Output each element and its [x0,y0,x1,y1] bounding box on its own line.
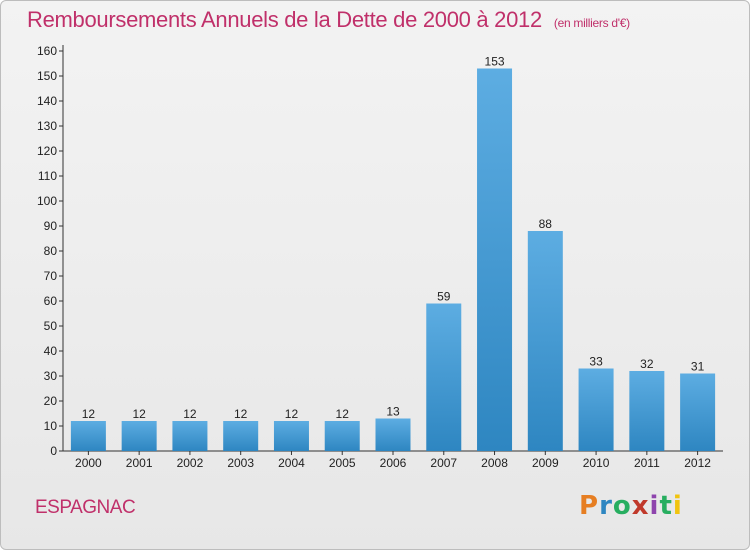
logo-letter: x [631,491,650,521]
y-tick-label: 100 [37,194,57,208]
y-tick-label: 70 [44,269,58,283]
x-tick-label: 2009 [532,456,559,470]
y-tick-label: 60 [44,294,58,308]
y-tick-label: 160 [37,44,57,58]
bar-value-label: 31 [691,360,705,374]
bar-value-label: 32 [640,357,654,371]
y-tick-label: 130 [37,119,57,133]
bar-2011 [629,371,665,451]
bar-value-label: 153 [485,55,505,69]
bar-value-label: 12 [82,407,96,421]
chart-title: Remboursements Annuels de la Dette de 20… [27,7,630,33]
logo-letter: i [649,491,660,521]
y-tick-label: 40 [44,344,58,358]
x-tick-label: 2011 [634,456,660,470]
y-tick-label: 120 [37,144,57,158]
bar-2008 [477,68,513,451]
bar-2005 [324,421,360,451]
y-tick-label: 80 [44,244,58,258]
x-tick-label: 2010 [583,456,610,470]
y-tick-label: 90 [44,219,58,233]
bar-2000 [70,421,106,451]
bar-2006 [375,418,411,451]
logo-letter: t [659,491,673,521]
y-tick-label: 0 [50,444,57,458]
x-tick-label: 2005 [329,456,356,470]
logo-letter: r [599,491,613,521]
bar-2003 [223,421,259,451]
logo-letter: o [612,491,632,521]
bar-2007 [426,303,462,451]
logo-letter: P [579,491,600,521]
proxiti-logo: Proxiti [579,491,683,521]
x-tick-label: 2002 [177,456,204,470]
chart-title-unit: (en milliers d'€) [553,16,630,30]
y-tick-label: 10 [44,419,58,433]
bar-value-label: 12 [285,407,299,421]
bar-value-label: 13 [386,405,400,419]
y-tick-label: 150 [37,69,57,83]
x-tick-label: 2001 [126,456,153,470]
y-tick-label: 30 [44,369,58,383]
x-tick-label: 2012 [684,456,711,470]
y-tick-label: 140 [37,94,57,108]
x-tick-label: 2006 [380,456,407,470]
y-tick-label: 110 [38,169,57,183]
x-tick-label: 2004 [278,456,305,470]
chart-title-text: Remboursements Annuels de la Dette de 20… [27,7,542,32]
bar-value-label: 12 [234,407,248,421]
bar-value-label: 12 [132,407,146,421]
commune-name: ESPAGNAC [35,497,136,518]
bar-value-label: 88 [539,217,553,231]
bar-2001 [121,421,157,451]
bar-value-label: 33 [589,355,603,369]
x-tick-label: 2008 [481,456,508,470]
logo-letter: i [672,491,683,521]
bar-value-label: 59 [437,290,451,304]
bar-value-label: 12 [183,407,197,421]
y-tick-label: 50 [44,319,58,333]
bar-2009 [527,231,563,451]
bar-2012 [680,373,716,451]
x-tick-label: 2007 [430,456,457,470]
x-tick-label: 2003 [227,456,254,470]
bar-2010 [578,368,614,451]
bar-2004 [273,421,309,451]
bar-2002 [172,421,208,451]
y-tick-label: 20 [44,394,58,408]
bar-value-label: 12 [336,407,350,421]
x-tick-label: 2000 [75,456,102,470]
